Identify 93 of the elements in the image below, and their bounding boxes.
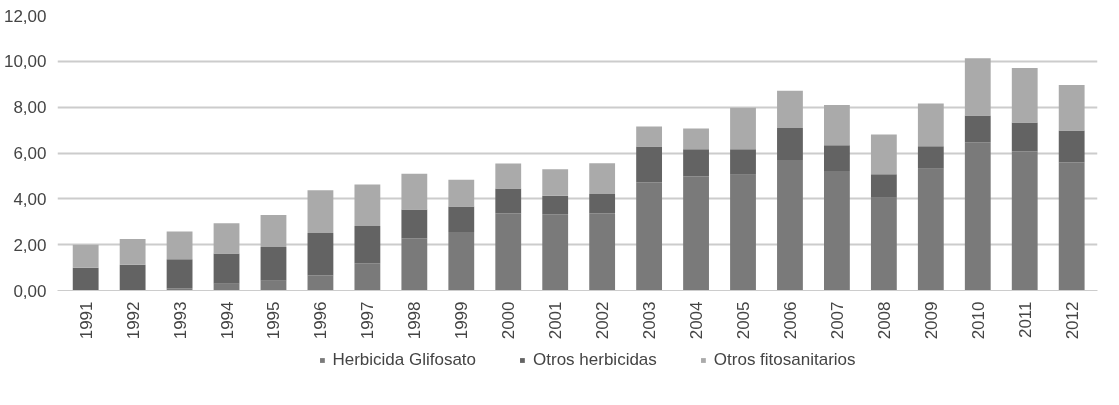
bar (1011, 122, 1038, 152)
bar (495, 213, 522, 291)
bar (213, 253, 240, 284)
x-tick-label: 2004 (687, 301, 707, 340)
bar (448, 206, 475, 233)
bar (1011, 67, 1038, 123)
bar (72, 244, 99, 268)
bar (495, 188, 522, 214)
bar (589, 163, 616, 195)
bar (964, 115, 991, 143)
x-tick-label: 2001 (546, 301, 566, 340)
x-tick-label: 1993 (170, 301, 190, 340)
x-tick-label: 1995 (264, 301, 284, 340)
bar (730, 149, 756, 175)
bar (589, 194, 616, 214)
bar (824, 171, 850, 291)
x-tick-label: 2002 (593, 301, 613, 340)
y-tick-label: 4,00 (13, 189, 47, 209)
x-tick-label: 1996 (311, 301, 331, 340)
x-tick-label: 2010 (968, 301, 988, 340)
bar (589, 213, 616, 291)
x-tick-label: 2003 (640, 301, 660, 340)
x-tick-label: 2005 (734, 301, 754, 340)
bar (636, 182, 663, 291)
bar (119, 264, 146, 291)
y-tick-label: 2,00 (13, 235, 47, 255)
bar (1058, 130, 1085, 163)
bar (1011, 151, 1038, 291)
bar (824, 104, 850, 146)
bar (964, 58, 991, 116)
bar (542, 214, 569, 291)
bar (1058, 84, 1085, 131)
bar (1058, 162, 1085, 291)
x-tick-label: 1991 (76, 301, 96, 340)
bar (730, 107, 756, 150)
y-tick-label: 0,00 (13, 281, 47, 301)
x-tick-label: 1992 (123, 301, 143, 340)
x-tick-label: 2006 (780, 301, 800, 340)
y-tick-label: 10,00 (3, 52, 47, 72)
bar (260, 214, 287, 247)
x-tick-label: 1994 (217, 301, 237, 340)
bar (448, 179, 475, 207)
bar (542, 169, 569, 196)
x-tick-label: 1997 (358, 301, 378, 340)
bar (260, 246, 287, 281)
x-tick-label: 2011 (1015, 301, 1035, 339)
bar (166, 231, 193, 260)
x-tick-label: 2000 (499, 301, 519, 340)
x-tick-label: 1999 (452, 301, 472, 340)
bar (307, 190, 334, 233)
bar (636, 126, 663, 147)
bar (354, 184, 381, 227)
bar (401, 238, 428, 291)
bar (777, 128, 803, 161)
bar (213, 223, 240, 254)
x-tick-label: 2012 (1062, 301, 1082, 340)
bar (824, 145, 850, 172)
bar (354, 226, 381, 264)
x-tick-label: 2008 (874, 301, 894, 340)
bar (683, 176, 709, 291)
y-tick-label: 12,00 (3, 6, 47, 26)
bar (401, 173, 428, 210)
bar (777, 160, 803, 291)
bar (72, 267, 99, 291)
y-tick-label: 8,00 (13, 98, 47, 118)
bar (917, 103, 944, 147)
legend-label: Otros herbicidas (533, 350, 657, 370)
bar (917, 168, 944, 291)
bar (307, 232, 334, 276)
bar (119, 238, 146, 265)
x-tick-label: 1998 (405, 301, 425, 340)
bar (917, 146, 944, 169)
bar (777, 90, 803, 129)
bar (870, 174, 897, 198)
bar (166, 259, 193, 289)
bar (683, 149, 709, 177)
bar (448, 232, 475, 291)
x-tick-label: 2007 (827, 301, 847, 340)
bar (495, 163, 522, 189)
bar (354, 263, 381, 291)
bar (964, 142, 991, 291)
bar (870, 197, 897, 291)
bar (401, 209, 428, 239)
bar (636, 146, 663, 183)
bar (307, 275, 334, 291)
x-tick-label: 2009 (921, 301, 941, 340)
bar (730, 174, 756, 291)
bar (870, 134, 897, 175)
legend-label: Otros fitosanitarios (713, 350, 856, 370)
y-tick-label: 6,00 (13, 144, 47, 163)
bar (683, 128, 709, 150)
bar (542, 195, 569, 215)
legend-label: Herbicida Glifosato (332, 350, 477, 370)
